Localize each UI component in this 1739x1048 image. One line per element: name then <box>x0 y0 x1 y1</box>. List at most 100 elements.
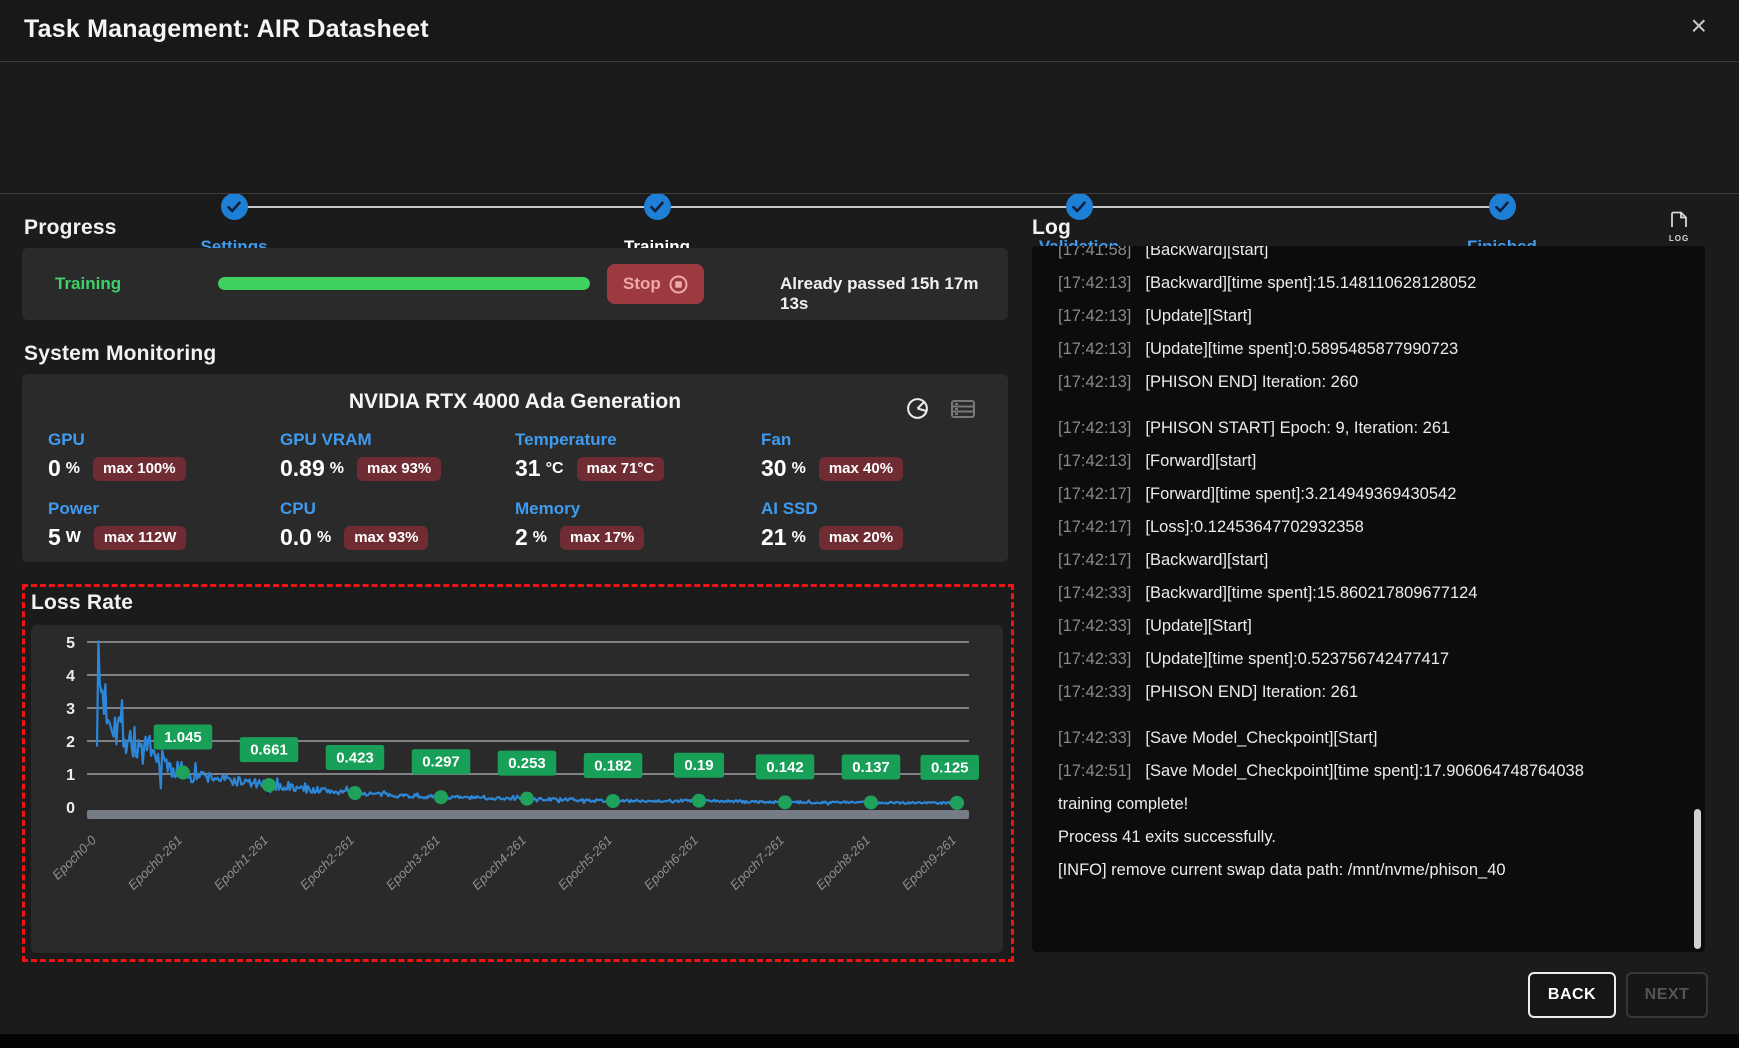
pie-chart-icon <box>905 396 930 421</box>
log-message: [Forward][start] <box>1145 452 1256 470</box>
log-row: [17:42:13][Update][time spent]:0.5895485… <box>1058 333 1705 366</box>
stat-label: Temperature <box>515 430 761 450</box>
log-message: [PHISON END] Iteration: 260 <box>1145 373 1358 391</box>
log-row: [17:42:33][Save Model_Checkpoint][Start] <box>1058 722 1705 755</box>
check-icon <box>1072 201 1086 213</box>
stop-button[interactable]: Stop <box>607 264 704 304</box>
table-view-button[interactable] <box>948 394 978 426</box>
log-message: [PHISON START] Epoch: 9, Iteration: 261 <box>1145 419 1450 437</box>
step-check-circle[interactable] <box>221 193 248 220</box>
stat-value: 5 <box>48 524 61 551</box>
stat-value: 2 <box>515 524 528 551</box>
step-check-circle[interactable] <box>644 193 671 220</box>
log-timestamp: [17:41:58] <box>1058 246 1131 259</box>
svg-text:Epoch2-261: Epoch2-261 <box>297 833 357 893</box>
log-timestamp: [17:42:13] <box>1058 373 1131 391</box>
svg-text:1.045: 1.045 <box>164 729 202 746</box>
stat-max-badge: max 93% <box>357 457 441 481</box>
svg-text:0.182: 0.182 <box>594 757 632 774</box>
step-check-circle[interactable] <box>1489 193 1516 220</box>
stat-unit: % <box>792 460 806 478</box>
svg-text:0: 0 <box>66 800 75 817</box>
log-row: [17:42:17][Forward][time spent]:3.214949… <box>1058 478 1705 511</box>
stat-unit: % <box>533 529 547 547</box>
log-message: [Backward][time spent]:15.86021780967712… <box>1145 584 1477 602</box>
log-panel[interactable]: [17:41:58][Backward][start][17:42:13][Ba… <box>1032 246 1705 952</box>
svg-text:Epoch4-261: Epoch4-261 <box>469 833 529 893</box>
stat-memory: Memory 2% max 17% <box>515 499 761 551</box>
stat-value: 30 <box>761 455 787 482</box>
close-icon[interactable]: × <box>1691 12 1707 40</box>
loss-rate-chart: 012345Epoch0-0Epoch0-261Epoch1-261Epoch2… <box>31 625 1003 953</box>
log-message: [Update][time spent]:0.5895485877990723 <box>1145 340 1458 358</box>
log-timestamp: [17:42:17] <box>1058 485 1131 503</box>
system-monitoring-heading: System Monitoring <box>24 342 216 366</box>
stepper: SettingsTrainingValidationFinished <box>0 90 1739 180</box>
svg-text:0.661: 0.661 <box>250 742 288 759</box>
log-timestamp: [17:42:33] <box>1058 584 1131 602</box>
log-file-icon <box>1668 210 1690 230</box>
back-button[interactable]: BACK <box>1528 972 1616 1018</box>
stat-max-badge: max 40% <box>819 457 903 481</box>
stat-label: Fan <box>761 430 903 450</box>
stat-max-badge: max 93% <box>344 526 428 550</box>
svg-text:Epoch0-261: Epoch0-261 <box>125 833 185 893</box>
svg-text:0.19: 0.19 <box>684 757 713 774</box>
stat-max-badge: max 71°C <box>577 457 665 481</box>
loss-rate-heading: Loss Rate <box>31 591 133 615</box>
svg-text:Epoch8-261: Epoch8-261 <box>813 833 873 893</box>
log-message: [Save Model_Checkpoint][Start] <box>1145 729 1377 747</box>
stat-max-badge: max 100% <box>93 457 186 481</box>
log-message: [INFO] remove current swap data path: /m… <box>1058 861 1506 879</box>
log-message: [Loss]:0.12453647702932358 <box>1145 518 1363 536</box>
stat-gpu: GPU0%max 100% <box>48 430 280 482</box>
log-heading: Log <box>1032 216 1071 240</box>
elapsed-time: Already passed 15h 17m 13s <box>780 274 1008 314</box>
log-timestamp: [17:42:13] <box>1058 307 1131 325</box>
svg-text:Epoch1-261: Epoch1-261 <box>211 833 271 893</box>
stat-max-badge: max 17% <box>560 526 644 550</box>
svg-text:0.137: 0.137 <box>852 759 890 776</box>
stat-label: GPU VRAM <box>280 430 515 450</box>
stat-unit: % <box>66 460 80 478</box>
stat-temperature: Temperature31°Cmax 71°C <box>515 430 761 482</box>
progress-heading: Progress <box>24 216 117 240</box>
stat-label: Memory <box>515 499 761 519</box>
log-row: [17:42:13] [PHISON END] Iteration: 260 <box>1058 366 1705 399</box>
stepper-connector-line <box>234 206 1502 208</box>
svg-text:Epoch0-0: Epoch0-0 <box>49 832 100 883</box>
log-row: [17:42:33][PHISON END] Iteration: 261 <box>1058 676 1705 709</box>
log-row: Process 41 exits successfully. <box>1058 821 1705 854</box>
loss-rate-highlight-annotation: Loss Rate 012345Epoch0-0Epoch0-261Epoch1… <box>22 584 1014 962</box>
log-row: [17:42:17][Loss]:0.12453647702932358 <box>1058 511 1705 544</box>
log-scrollbar-thumb[interactable] <box>1694 809 1701 949</box>
log-row: [17:42:33][Update][Start] <box>1058 610 1705 643</box>
log-timestamp: [17:42:33] <box>1058 683 1131 701</box>
stat-label: AI SSD <box>761 499 903 519</box>
log-message: [Backward][start] <box>1145 551 1268 569</box>
stat-unit: % <box>330 460 344 478</box>
stat-max-badge: max 20% <box>819 526 903 550</box>
log-row: [17:42:33][Update][time spent]:0.5237567… <box>1058 643 1705 676</box>
log-row: [17:42:13][Backward][time spent]:15.1481… <box>1058 267 1705 300</box>
log-row: training complete! <box>1058 788 1705 821</box>
stat-gpu-vram: GPU VRAM0.89%max 93% <box>280 430 515 482</box>
svg-text:Epoch3-261: Epoch3-261 <box>383 833 443 893</box>
stat-label: GPU <box>48 430 280 450</box>
progress-card: Training Stop Already passed 15h 17m 13s <box>22 248 1008 320</box>
log-icon-label: LOG <box>1668 234 1690 243</box>
svg-text:1: 1 <box>66 767 75 784</box>
svg-text:Epoch9-261: Epoch9-261 <box>899 833 959 893</box>
pie-chart-view-button[interactable] <box>903 394 932 426</box>
check-icon <box>227 201 241 213</box>
log-message: Process 41 exits successfully. <box>1058 828 1276 846</box>
log-export-button[interactable]: LOG <box>1668 210 1690 243</box>
svg-text:0.423: 0.423 <box>336 750 374 767</box>
svg-text:0.125: 0.125 <box>931 759 969 776</box>
stat-max-badge: max 112W <box>94 526 187 550</box>
stat-unit: °C <box>546 460 564 478</box>
svg-text:Epoch5-261: Epoch5-261 <box>555 833 615 893</box>
log-message: [Update][time spent]:0.523756742477417 <box>1145 650 1449 668</box>
log-row: [17:42:17][Backward][start] <box>1058 544 1705 577</box>
log-row: [17:42:13][Update][Start] <box>1058 300 1705 333</box>
